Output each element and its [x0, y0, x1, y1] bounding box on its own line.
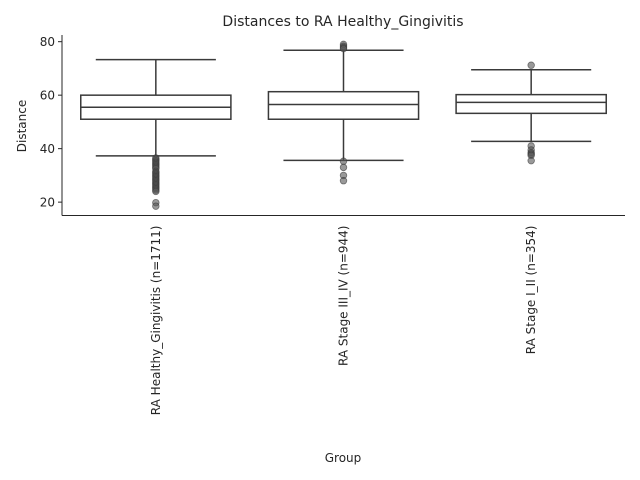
- outlier-point: [339, 163, 348, 172]
- box-group: [80, 40, 607, 210]
- x-category-label: RA Stage III_IV (n=944): [337, 226, 351, 366]
- box-2: [267, 40, 420, 185]
- outlier-point: [339, 157, 348, 165]
- y-tick-label: 20: [40, 196, 55, 210]
- iqr-box: [455, 93, 607, 115]
- y-tick-group: 20 40 60 80: [40, 35, 62, 210]
- x-category-label: RA Healthy_Gingivitis (n=1711): [149, 226, 163, 416]
- outlier-point: [527, 61, 535, 69]
- chart-title: Distances to RA Healthy_Gingivitis: [222, 14, 463, 30]
- x-axis-label: Group: [325, 451, 362, 465]
- y-axis-label: Distance: [15, 100, 29, 152]
- iqr-box: [267, 90, 420, 120]
- box-3: [455, 61, 607, 165]
- outlier-point: [339, 44, 348, 53]
- x-category-label: RA Stage I_II (n=354): [524, 226, 538, 355]
- outlier-point: [152, 202, 160, 210]
- category-label-group: RA Healthy_Gingivitis (n=1711) RA Stage I…: [149, 226, 538, 416]
- y-tick-label: 40: [40, 142, 55, 156]
- box-1: [80, 58, 232, 210]
- outlier-point: [527, 156, 535, 165]
- y-tick-label: 80: [40, 35, 55, 49]
- y-tick-label: 60: [40, 89, 55, 103]
- outlier-point: [152, 187, 160, 196]
- outlier-point: [339, 177, 348, 185]
